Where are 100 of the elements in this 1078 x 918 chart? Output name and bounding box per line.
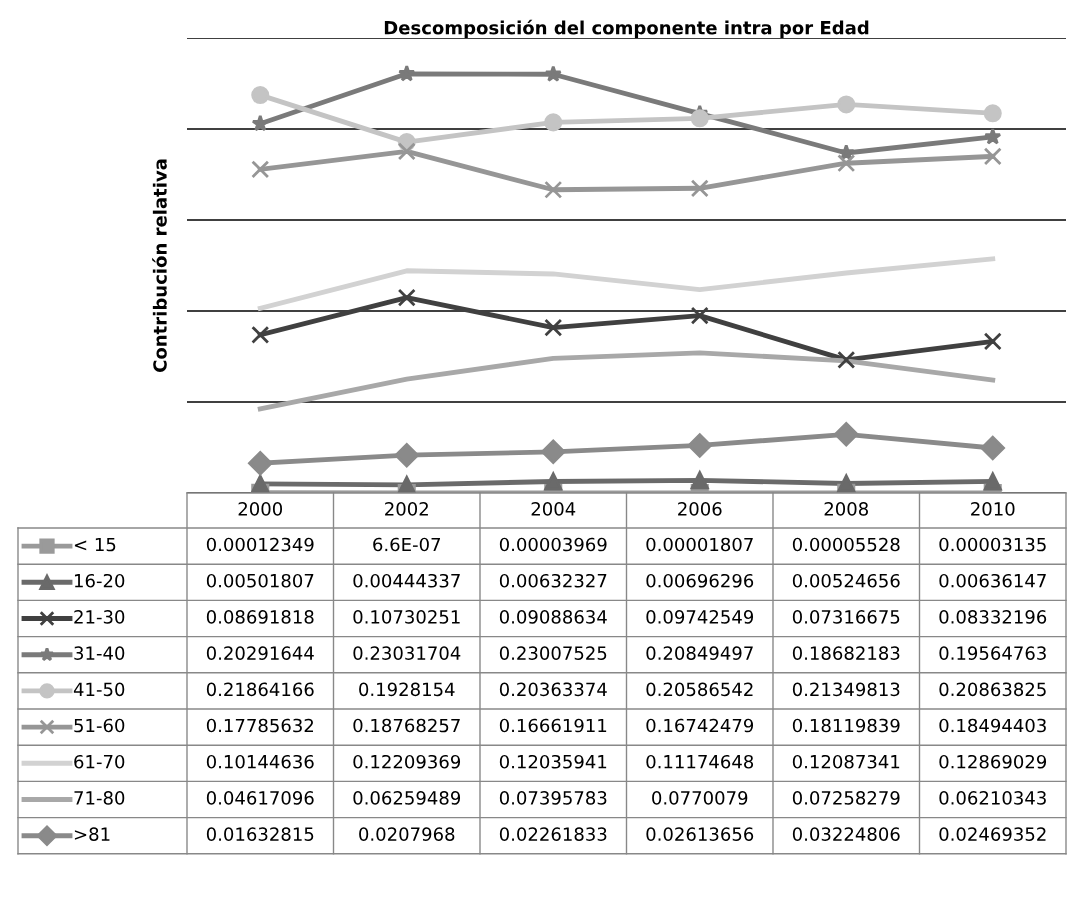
point xyxy=(544,180,563,199)
data-label: 0.16742479 xyxy=(646,718,754,733)
data-label: 0.07316675 xyxy=(792,610,900,624)
data-label: 0.18768257 xyxy=(353,718,460,733)
legend-label: 61-70 xyxy=(74,754,125,769)
data-label: 0.06210343 xyxy=(939,791,1046,805)
point xyxy=(690,179,709,198)
data-label: 0.21864166 xyxy=(206,682,314,697)
data-label: 0.07395783 xyxy=(499,791,607,805)
data-label: 0.12035941 xyxy=(499,754,607,769)
legend-label: < 15 xyxy=(74,537,116,552)
data-label: 0.0770079 xyxy=(652,791,748,805)
data-label: 0.19564763 xyxy=(939,646,1046,660)
data-label: 0.09742549 xyxy=(646,610,754,624)
data-label: 0.20849497 xyxy=(646,646,753,660)
x-tick-label: 2008 xyxy=(824,502,868,516)
data-label: 0.20291644 xyxy=(206,646,314,660)
x-tick-label: 2004 xyxy=(531,502,576,516)
data-label: 6.6E-07 xyxy=(373,537,441,552)
data-label: 0.00003135 xyxy=(939,537,1046,552)
data-label: 0.12209369 xyxy=(353,754,461,769)
point xyxy=(837,95,856,114)
legend-label: 71-80 xyxy=(74,791,125,805)
point xyxy=(544,113,563,132)
data-label: 0.18682183 xyxy=(792,646,900,660)
data-label: 0.02469352 xyxy=(939,827,1046,841)
point xyxy=(983,472,1002,491)
data-label: 0.23007525 xyxy=(499,646,607,660)
point xyxy=(690,109,709,128)
data-label: 0.02261833 xyxy=(499,827,607,841)
data-label: 0.00001807 xyxy=(646,537,753,552)
data-label: 0.20863825 xyxy=(939,682,1046,697)
data-label: 0.00005528 xyxy=(792,537,900,552)
data-label: 0.16661911 xyxy=(499,718,607,733)
legend-label: >81 xyxy=(74,827,110,841)
point xyxy=(690,471,709,490)
data-label: 0.0207968 xyxy=(359,827,455,841)
point xyxy=(834,422,859,447)
data-label: 0.10730251 xyxy=(353,610,460,624)
point xyxy=(251,474,270,493)
legend-label: 41-50 xyxy=(73,682,125,697)
point xyxy=(251,160,270,179)
data-label: 0.00632327 xyxy=(499,573,607,588)
data-label: 0.03224806 xyxy=(792,827,900,841)
data-label: 0.18119839 xyxy=(792,718,900,733)
point xyxy=(248,451,273,476)
point xyxy=(397,475,416,493)
data-label: 0.00696296 xyxy=(646,573,754,588)
point xyxy=(984,127,1002,145)
data-label: 0.21349813 xyxy=(792,682,900,697)
point xyxy=(983,147,1002,166)
x-tick-label: 2000 xyxy=(238,502,283,516)
legend-label: 21-30 xyxy=(74,610,125,624)
data-label: 0.08332196 xyxy=(939,610,1047,624)
legend-label: 31-40 xyxy=(74,646,125,660)
point xyxy=(837,350,856,369)
data-label: 0.04617096 xyxy=(206,791,314,805)
legend-label: 51-60 xyxy=(74,718,125,733)
data-label: 0.00012349 xyxy=(206,537,314,552)
data-label: 0.01632815 xyxy=(206,827,314,841)
x-tick-label: 2002 xyxy=(385,502,428,516)
point xyxy=(544,472,563,491)
chart-title: Descomposición del componente intra por Edad xyxy=(384,19,869,38)
data-label: 0.20586542 xyxy=(646,682,753,697)
data-label: 0.00636147 xyxy=(939,573,1046,588)
data-label: 0.00444337 xyxy=(353,573,460,588)
point xyxy=(251,325,270,344)
x-tick-label: 2006 xyxy=(678,502,722,516)
data-label: 0.09088634 xyxy=(499,610,607,624)
data-label: 0.12087341 xyxy=(792,754,900,769)
point xyxy=(690,306,709,325)
point xyxy=(397,142,416,161)
data-label: 0.17785632 xyxy=(206,718,313,733)
data-label: 0.00003969 xyxy=(499,537,607,552)
point xyxy=(687,433,712,458)
legend-label: 16-20 xyxy=(74,573,125,588)
point xyxy=(544,65,562,82)
point xyxy=(397,288,416,307)
point xyxy=(980,435,1005,461)
data-label: 0.08691818 xyxy=(206,610,314,624)
x-tick-label: 2010 xyxy=(971,502,1015,516)
data-label: 0.10144636 xyxy=(206,754,314,769)
y-axis-title: Contribución relativa xyxy=(152,159,167,372)
point xyxy=(541,439,566,465)
data-label: 0.02613656 xyxy=(646,827,754,841)
data-label: 0.06259489 xyxy=(353,791,461,805)
point xyxy=(837,154,856,173)
point xyxy=(398,64,416,82)
data-label: 0.20363374 xyxy=(499,682,607,697)
point xyxy=(394,442,419,468)
point xyxy=(837,474,856,493)
point xyxy=(983,104,1002,123)
data-label: 0.11174648 xyxy=(646,754,754,769)
data-label: 0.23031704 xyxy=(353,646,461,660)
point xyxy=(983,332,1002,351)
data-label: 0.18494403 xyxy=(939,718,1046,733)
point xyxy=(251,86,270,105)
data-label: 0.07258279 xyxy=(792,791,900,805)
data-label: 0.12869029 xyxy=(939,754,1047,769)
data-label: 0.00501807 xyxy=(206,573,314,588)
